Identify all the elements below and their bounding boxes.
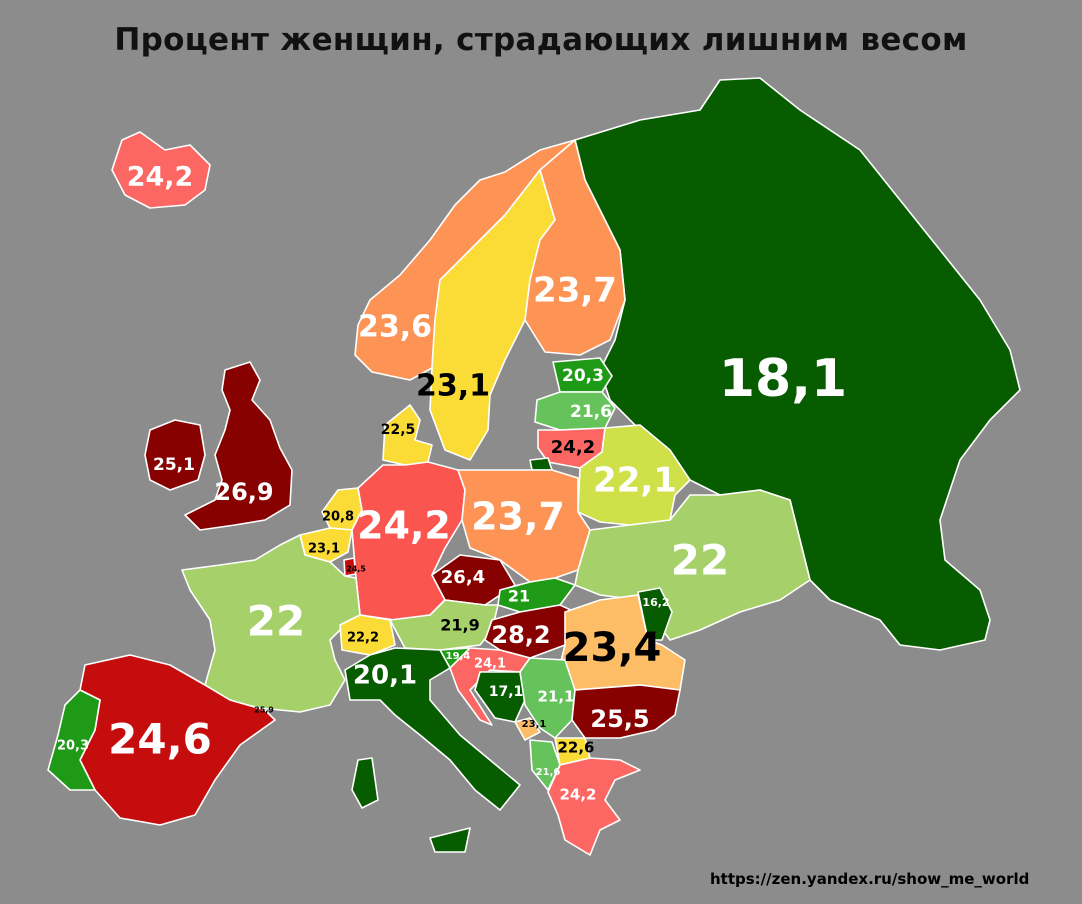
label-germany: 24,2 (357, 504, 451, 548)
label-montenegro: 23,1 (522, 719, 547, 730)
region-poland (457, 469, 591, 583)
label-italy: 20,1 (353, 661, 417, 691)
region-switzerland (339, 614, 396, 656)
label-slovakia: 21 (508, 587, 530, 606)
label-ukraine: 22 (671, 536, 729, 585)
region-uk (184, 361, 293, 531)
label-finland: 23,7 (533, 271, 617, 311)
label-albania: 21,6 (536, 767, 561, 778)
map-title: Процент женщин, страдающих лишним весом (114, 22, 968, 58)
label-luxembourg: 24,5 (346, 565, 366, 574)
label-north-macedonia: 22,6 (557, 739, 594, 757)
region-portugal (47, 689, 101, 791)
region-sicily (429, 827, 471, 853)
label-belgium: 23,1 (308, 542, 340, 557)
label-denmark: 22,5 (381, 422, 416, 438)
label-latvia: 21,6 (570, 402, 612, 422)
region-finland (524, 139, 626, 356)
region-ireland (144, 419, 206, 491)
label-poland: 23,7 (471, 495, 565, 539)
region-greece (547, 757, 641, 856)
label-portugal: 20,3 (57, 739, 89, 754)
region-italy (344, 647, 521, 811)
region-montenegro (514, 717, 541, 741)
region-estonia (552, 357, 613, 393)
label-norway: 23,6 (358, 310, 432, 345)
region-ukraine (574, 489, 811, 641)
label-belarus: 22,1 (593, 461, 677, 501)
region-croatia (449, 647, 531, 726)
region-latvia (534, 391, 616, 431)
region-slovakia (497, 577, 576, 613)
label-lithuania: 24,2 (551, 437, 595, 458)
label-ireland: 25,1 (153, 455, 195, 475)
region-kaliningrad (529, 457, 553, 471)
label-moldova: 16,2 (642, 596, 669, 609)
region-iceland (111, 131, 211, 209)
label-switzerland: 22,2 (347, 631, 379, 646)
label-sweden: 23,1 (416, 369, 490, 404)
label-serbia: 21,1 (537, 688, 574, 706)
label-estonia: 20,3 (562, 366, 604, 386)
label-russia: 18,1 (719, 349, 847, 409)
label-greece: 24,2 (559, 786, 596, 804)
label-austria: 21,9 (440, 616, 479, 635)
label-iceland: 24,2 (127, 162, 194, 193)
label-uk: 26,9 (214, 478, 273, 506)
label-czechia: 26,4 (441, 567, 485, 588)
label-netherlands: 20,8 (322, 510, 354, 525)
label-bosnia: 17,1 (489, 684, 524, 700)
label-andorra: 25,9 (254, 706, 274, 715)
label-croatia: 24,1 (474, 657, 506, 672)
label-hungary: 28,2 (491, 621, 550, 649)
label-slovenia: 19,4 (446, 651, 471, 662)
label-bulgaria: 25,5 (590, 705, 649, 733)
region-denmark (382, 404, 433, 466)
label-spain: 24,6 (108, 715, 212, 764)
label-france: 22 (247, 597, 305, 646)
source-url: https://zen.yandex.ru/show_me_world (710, 870, 1030, 888)
region-sardinia (351, 757, 379, 809)
label-romania: 23,4 (563, 625, 662, 671)
region-bulgaria (571, 684, 681, 739)
region-france (181, 534, 361, 713)
